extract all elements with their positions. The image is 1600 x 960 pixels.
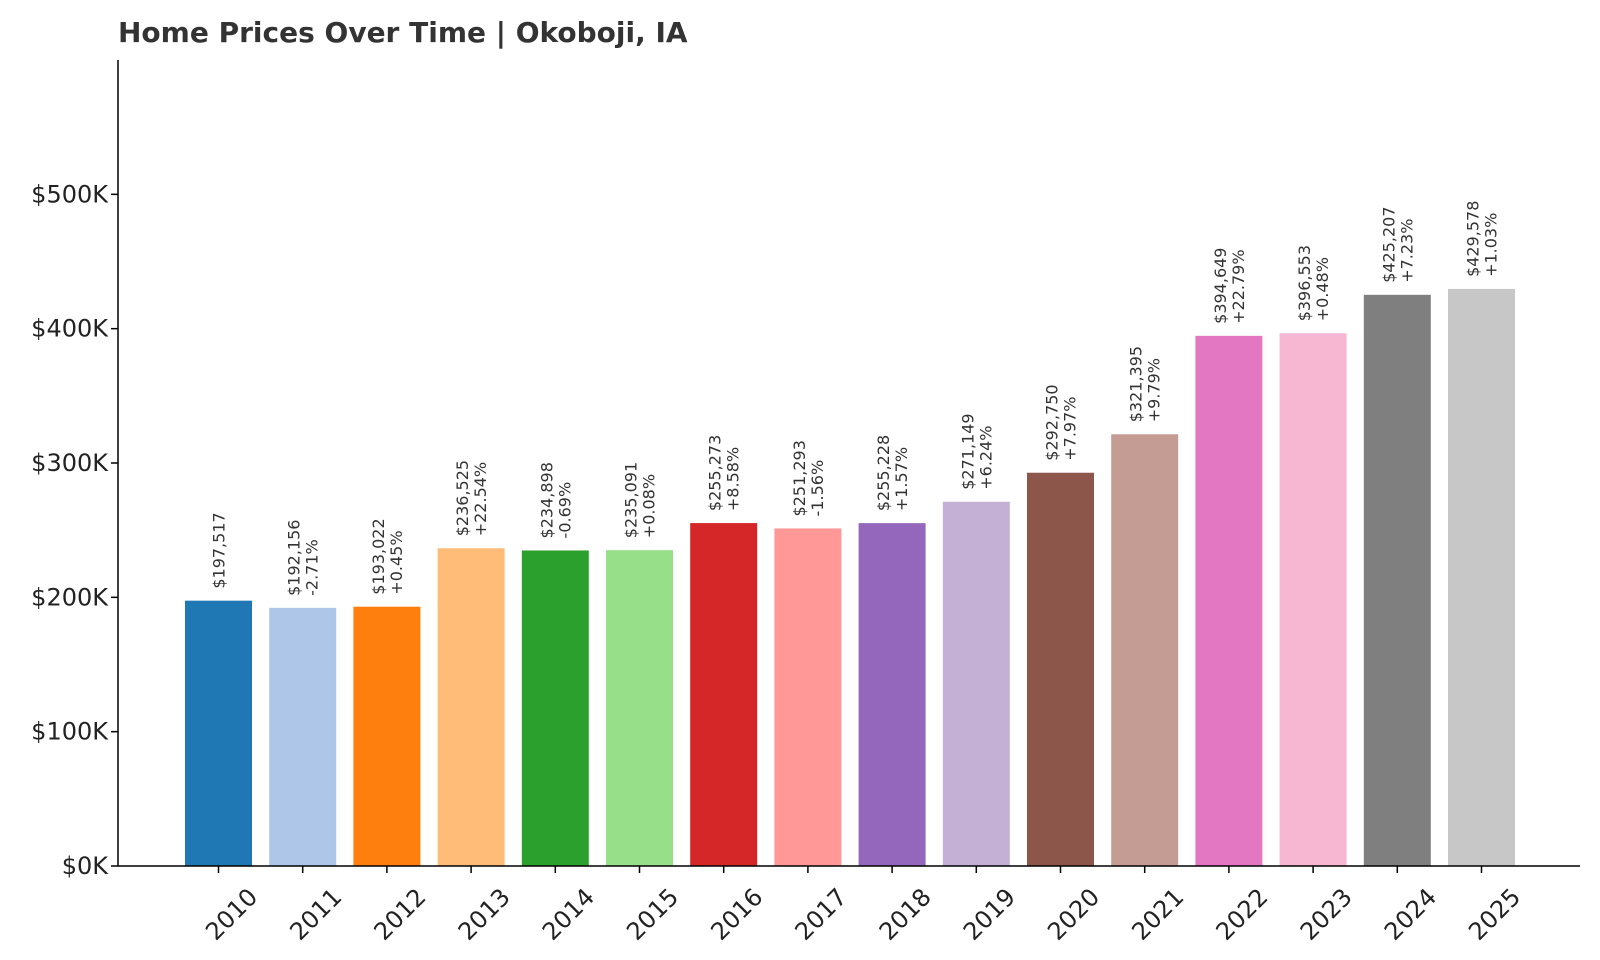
value-label: $255,228 — [874, 435, 893, 511]
value-label: $425,207 — [1379, 206, 1398, 282]
bar-2021 — [1111, 434, 1179, 866]
bar-2020 — [1027, 472, 1094, 866]
value-label: $321,395 — [1127, 346, 1146, 422]
value-label: $234,898 — [537, 462, 556, 538]
bar-2015 — [606, 550, 673, 866]
value-label: $193,022 — [369, 518, 388, 594]
bars — [185, 288, 1515, 867]
value-label: $396,553 — [1295, 245, 1314, 321]
bar-2019 — [942, 501, 1010, 866]
change-label: -0.69% — [555, 482, 574, 539]
change-label: +22.54% — [471, 462, 490, 536]
change-label: +8.58% — [724, 447, 743, 511]
value-label: $197,517 — [210, 512, 229, 588]
y-tick-label: $200K — [31, 583, 109, 611]
x-tick-label: 2017 — [790, 883, 853, 946]
x-tick-label: 2019 — [958, 883, 1021, 946]
bar-2010 — [185, 600, 252, 866]
x-tick-label: 2025 — [1463, 883, 1526, 946]
data-labels: $197,517 $192,156 -2.71% $193,022 +0.45% $236… — [210, 201, 1501, 596]
value-label: $429,578 — [1464, 201, 1483, 277]
y-axis-ticks: $0K $100K $200K $300K $400K $500K — [31, 180, 118, 880]
change-label: +7.23% — [1397, 219, 1416, 283]
x-tick-label: 2013 — [453, 883, 516, 946]
bar-2014 — [521, 550, 589, 866]
value-label: $292,750 — [1043, 384, 1062, 460]
bar-2016 — [690, 523, 758, 866]
change-label: +1.03% — [1482, 213, 1501, 277]
change-label: +6.24% — [976, 426, 995, 490]
bar-2013 — [437, 548, 505, 866]
bar-2024 — [1363, 294, 1431, 866]
y-tick-label: $300K — [31, 449, 109, 477]
value-label: $394,649 — [1211, 248, 1230, 324]
y-tick-label: $100K — [31, 718, 109, 746]
y-tick-label: $0K — [62, 852, 110, 880]
x-tick-label: 2015 — [621, 883, 684, 946]
change-label: -1.56% — [808, 460, 827, 517]
x-tick-label: 2018 — [874, 883, 937, 946]
value-label: $235,091 — [622, 462, 641, 538]
bar-2011 — [269, 607, 337, 866]
y-tick-label: $500K — [31, 180, 109, 208]
change-label: +1.57% — [892, 447, 911, 511]
bar-2018 — [858, 523, 926, 866]
y-tick-label: $400K — [31, 315, 109, 343]
x-tick-label: 2010 — [200, 883, 263, 946]
bar-2017 — [774, 528, 842, 866]
value-label: $192,156 — [285, 520, 304, 596]
change-label: +7.97% — [1061, 397, 1080, 461]
value-label: $271,149 — [958, 413, 977, 489]
bar-2022 — [1195, 335, 1263, 866]
chart-title: Home Prices Over Time | Okoboji, IA — [118, 16, 688, 49]
value-label: $236,525 — [453, 460, 472, 536]
x-axis-ticks: 2010 2011 2012 2013 2014 2015 2016 2017 2018 2019… — [200, 866, 1526, 946]
x-tick-label: 2014 — [537, 883, 600, 946]
change-label: +0.48% — [1313, 257, 1332, 321]
change-label: +0.45% — [387, 530, 406, 594]
change-label: +0.08% — [640, 474, 659, 538]
x-tick-label: 2021 — [1126, 883, 1189, 946]
bar-2012 — [353, 606, 421, 866]
x-tick-label: 2022 — [1211, 883, 1274, 946]
change-label: -2.71% — [303, 539, 322, 596]
bar-2023 — [1279, 333, 1347, 867]
x-tick-label: 2023 — [1295, 883, 1358, 946]
x-tick-label: 2020 — [1042, 883, 1105, 946]
x-tick-label: 2012 — [369, 883, 432, 946]
x-tick-label: 2024 — [1379, 883, 1442, 946]
x-tick-label: 2011 — [284, 883, 347, 946]
bar-2025 — [1448, 288, 1515, 866]
change-label: +22.79% — [1229, 249, 1248, 323]
x-tick-label: 2016 — [705, 883, 768, 946]
value-label: $251,293 — [790, 440, 809, 516]
change-label: +9.79% — [1145, 358, 1164, 422]
value-label: $255,273 — [706, 435, 725, 511]
